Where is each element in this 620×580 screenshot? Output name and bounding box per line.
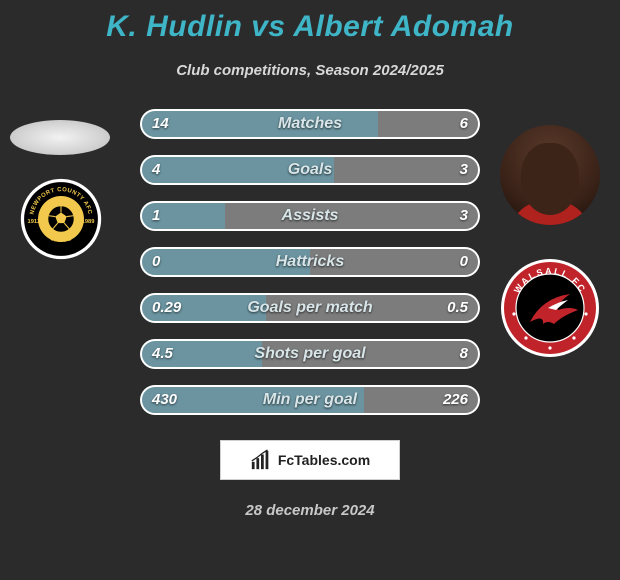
stat-value-left: 0.29 [152,293,181,323]
stat-value-left: 4 [152,155,160,185]
bar-right-fill [334,155,480,185]
stat-row: 13Assists [140,201,480,231]
stat-row: 0.290.5Goals per match [140,293,480,323]
stat-value-left: 14 [152,109,169,139]
bar-right-fill [225,201,480,231]
bar-left-fill [140,155,334,185]
bar-right-fill [310,247,480,277]
stats-bars: 146Matches43Goals13Assists00Hattricks0.2… [140,109,480,431]
stat-value-right: 226 [443,385,468,415]
fctables-watermark: FcTables.com [220,440,400,480]
fctables-label: FcTables.com [278,452,370,468]
stat-value-right: 8 [460,339,468,369]
stat-value-right: 0 [460,247,468,277]
bar-left-fill [140,247,310,277]
stat-value-left: 1 [152,201,160,231]
stat-row: 00Hattricks [140,247,480,277]
subtitle: Club competitions, Season 2024/2025 [0,62,620,79]
stat-value-right: 6 [460,109,468,139]
page-title: K. Hudlin vs Albert Adomah [0,0,620,44]
stat-row: 43Goals [140,155,480,185]
stat-value-left: 4.5 [152,339,173,369]
stat-row: 430226Min per goal [140,385,480,415]
stat-value-right: 3 [460,201,468,231]
stat-value-left: 0 [152,247,160,277]
stat-row: 4.58Shots per goal [140,339,480,369]
date-text: 28 december 2024 [0,502,620,519]
bar-right-fill [262,339,480,369]
stat-value-right: 0.5 [447,293,468,323]
stat-value-left: 430 [152,385,177,415]
bar-left-fill [140,109,378,139]
bars-icon [250,449,272,471]
stat-row: 146Matches [140,109,480,139]
stat-value-right: 3 [460,155,468,185]
